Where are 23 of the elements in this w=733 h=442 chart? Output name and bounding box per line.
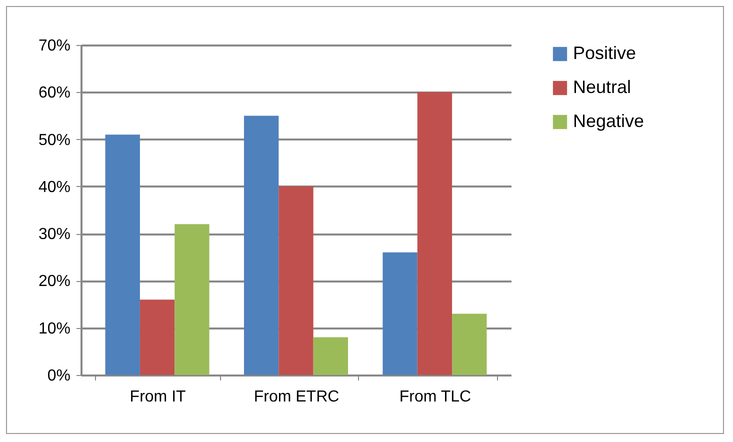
y-tick-label: 70% bbox=[38, 38, 70, 54]
bar bbox=[452, 314, 487, 375]
y-tick-label: 40% bbox=[38, 178, 70, 196]
bar bbox=[278, 186, 314, 375]
legend-label: Neutral bbox=[573, 77, 632, 97]
bar bbox=[140, 300, 175, 375]
y-tick-label: 50% bbox=[38, 132, 70, 149]
y-tick-label: 30% bbox=[38, 226, 70, 244]
y-tick-label: 0% bbox=[47, 368, 70, 384]
x-tick-label: From ETRC bbox=[254, 388, 340, 406]
x-tick-label: From TLC bbox=[399, 388, 472, 406]
bar bbox=[382, 252, 418, 375]
bar bbox=[174, 224, 210, 375]
bar bbox=[313, 337, 348, 375]
y-tick-label: 20% bbox=[38, 273, 70, 290]
y-tick-label: 10% bbox=[38, 320, 70, 338]
bar bbox=[244, 116, 279, 375]
bar bbox=[105, 134, 140, 375]
y-tick-label: 60% bbox=[38, 84, 70, 102]
bar bbox=[417, 92, 452, 375]
legend-label: Positive bbox=[573, 43, 636, 63]
legend-label: Negative bbox=[573, 111, 644, 131]
x-tick-label: From IT bbox=[130, 388, 186, 406]
